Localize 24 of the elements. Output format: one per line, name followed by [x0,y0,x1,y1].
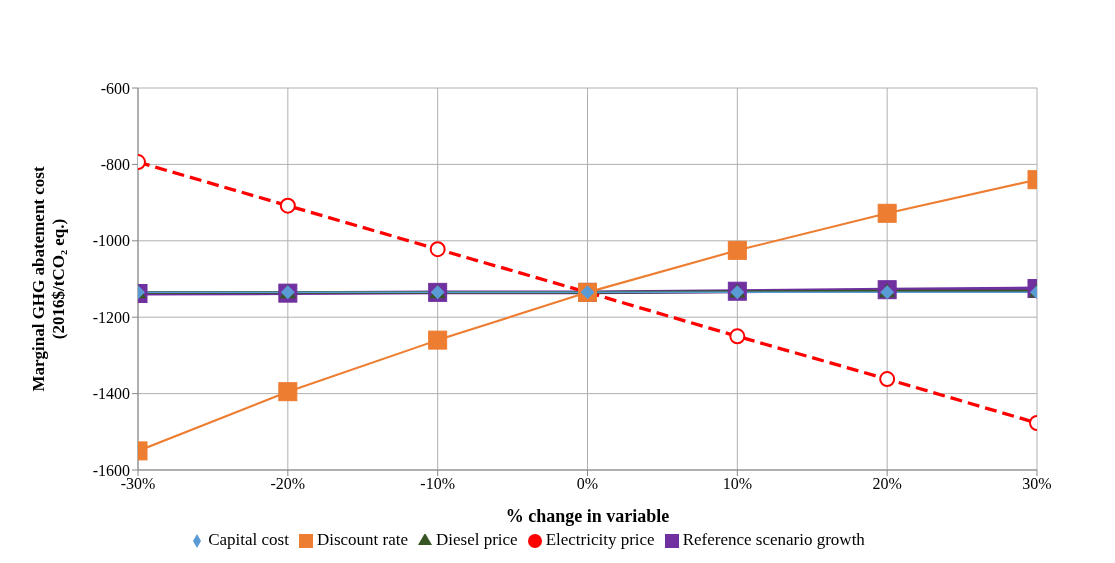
x-tick-label: 30% [1022,475,1052,493]
x-tick-label: 20% [872,475,902,493]
x-tick-label: 10% [722,475,752,493]
x-tick-label: 0% [576,475,599,493]
point [278,382,298,402]
point [729,328,746,345]
y-tick-label: -600 [100,79,130,97]
x-tick-label: -20% [270,475,306,493]
point [727,240,747,260]
y-tick-label: -1400 [92,385,130,403]
point [428,330,448,350]
legend-label: Electricity price [545,530,655,549]
legend-label: Discount rate [316,530,408,549]
x-axis-title: % change in variable [505,506,670,526]
legend-label: Diesel price [435,530,518,549]
y-tick-label: -800 [100,156,130,174]
y-tick-label: -1200 [92,308,130,326]
y-axis-title: Marginal GHG abatement cost (2016$/tCO₂ eq.) [29,166,68,392]
point [429,241,446,258]
x-tick-label: -10% [420,475,455,493]
legend-label: Capital cost [208,530,289,549]
legend-label: Reference scenario growth [682,530,865,549]
y-tick-label: -1000 [92,232,130,250]
point [877,203,897,223]
